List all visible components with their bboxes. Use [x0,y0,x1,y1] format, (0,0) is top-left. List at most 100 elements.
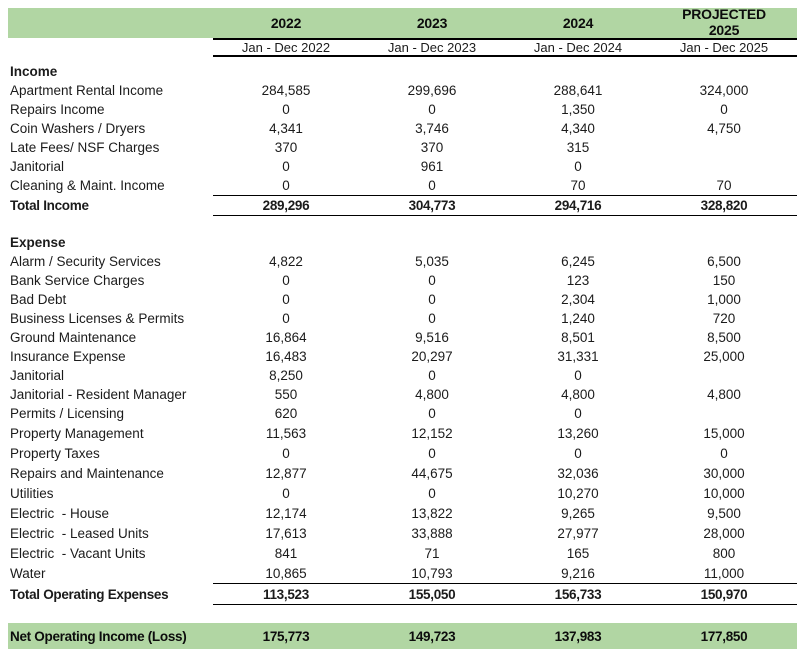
row-label: Electric - Leased Units [10,525,149,541]
row-label: Repairs and Maintenance [10,465,164,481]
table-row-coin-washers-dryers: Coin Washers / Dryers 4,341 3,746 4,340 … [8,119,797,138]
value-cell: 6,500 [707,254,741,269]
value-cell: 6,245 [561,254,595,269]
value-cell: 9,265 [561,505,595,521]
value-cell: 0 [428,292,436,307]
value-cell: 8,500 [707,330,741,345]
value-cell: 0 [282,178,290,193]
period-2022: Jan - Dec 2022 [213,38,359,57]
expense-section-header: Expense [8,233,797,252]
row-label: Coin Washers / Dryers [10,121,146,136]
column-header-2024: 2024 [562,15,594,31]
value-cell: 0 [428,178,436,193]
value-cell: 841 [274,545,298,561]
table-row-apartment-rental-income: Apartment Rental Income 284,585 299,696 … [8,81,797,100]
value-cell: 32,036 [557,465,599,481]
table-row-janitorial-expense: Janitorial 8,250 0 0 [8,366,797,385]
projected-2025-label: PROJECTED 2025 [682,8,766,38]
value-cell: 12,174 [265,505,307,521]
value-cell: 28,000 [703,525,745,541]
row-label: Janitorial [10,368,65,383]
value-cell: 4,800 [415,387,449,402]
table-row-water: Water 10,865 10,793 9,216 11,000 [8,563,797,583]
value-cell: 4,800 [561,387,595,402]
value-cell: 123 [566,273,590,288]
value-cell: 1,350 [561,102,595,117]
row-label: Cleaning & Maint. Income [10,178,165,193]
row-label: Permits / Licensing [10,406,125,421]
total-label: Total Income [10,198,89,213]
row-label: Janitorial - Resident Manager [10,387,187,402]
value-cell: 17,613 [265,525,307,541]
value-cell: 3,746 [415,121,449,136]
value-cell: 0 [282,445,290,461]
value-cell: 5,035 [415,254,449,269]
row-label: Business Licenses & Permits [10,311,185,326]
value-cell: 0 [282,292,290,307]
table-row-alarm-security: Alarm / Security Services 4,822 5,035 6,… [8,252,797,271]
row-label: Bank Service Charges [10,273,145,288]
net-operating-income-row: Net Operating Income (Loss) 175,773 149,… [8,623,797,649]
row-label: Utilities [10,485,54,501]
value-cell: 550 [274,387,298,402]
value-cell: 13,822 [411,505,453,521]
value-cell: 4,822 [269,254,303,269]
value-cell [651,366,797,385]
value-cell: 4,750 [707,121,741,136]
value-cell: 9,500 [707,505,741,521]
value-cell: 11,000 [703,565,745,581]
value-cell [651,157,797,176]
value-cell: 30,000 [703,465,745,481]
value-cell: 70 [570,178,586,193]
value-cell: 9,216 [561,565,595,581]
value-cell [651,138,797,157]
value-cell: 288,641 [553,83,603,98]
net-value: 175,773 [262,628,310,644]
value-cell: 961 [420,159,444,174]
value-cell: 4,800 [707,387,741,402]
value-cell: 315 [566,140,590,155]
value-cell: 1,000 [707,292,741,307]
period-2023: Jan - Dec 2023 [359,38,505,57]
table-row-permits-licensing: Permits / Licensing 620 0 0 [8,404,797,423]
value-cell: 16,483 [265,349,307,364]
value-cell: 150 [712,273,736,288]
value-cell: 71 [424,545,440,561]
year-header-row: 2022 2023 2024 PROJECTED 2025 [8,8,797,38]
row-label: Insurance Expense [10,349,126,364]
value-cell: 0 [428,445,436,461]
value-cell: 8,501 [561,330,595,345]
value-cell: 20,297 [411,349,453,364]
value-cell: 0 [428,273,436,288]
value-cell: 27,977 [557,525,599,541]
value-cell: 620 [274,406,298,421]
value-cell: 0 [282,273,290,288]
table-row-bad-debt: Bad Debt 0 0 2,304 1,000 [8,290,797,309]
value-cell: 1,240 [561,311,595,326]
total-income-row: Total Income 289,296 304,773 294,716 328… [8,195,797,216]
total-value: 155,050 [359,583,505,605]
value-cell: 10,270 [557,485,599,501]
total-value: 113,523 [213,583,359,605]
period-spacer [8,38,213,57]
period-2025: Jan - Dec 2025 [651,38,797,57]
value-cell: 31,331 [557,349,599,364]
value-cell: 8,250 [269,368,303,383]
income-section-header: Income [8,62,797,81]
net-label: Net Operating Income (Loss) [10,628,187,644]
table-row-janitorial-resident-manager: Janitorial - Resident Manager 550 4,800 … [8,385,797,404]
total-operating-expenses-row: Total Operating Expenses 113,523 155,050… [8,583,797,605]
table-row-utilities: Utilities 0 0 10,270 10,000 [8,483,797,503]
value-cell: 0 [720,102,728,117]
value-cell: 370 [420,140,444,155]
value-cell: 4,340 [561,121,595,136]
table-row-cleaning-maint-income: Cleaning & Maint. Income 0 0 70 70 [8,176,797,195]
row-label: Water [10,565,46,581]
value-cell: 0 [282,485,290,501]
value-cell: 800 [712,545,736,561]
row-label: Apartment Rental Income [10,83,164,98]
value-cell: 11,563 [265,425,307,441]
total-value: 150,970 [651,583,797,605]
table-row-bank-service-charges: Bank Service Charges 0 0 123 150 [8,271,797,290]
value-cell: 15,000 [703,425,745,441]
